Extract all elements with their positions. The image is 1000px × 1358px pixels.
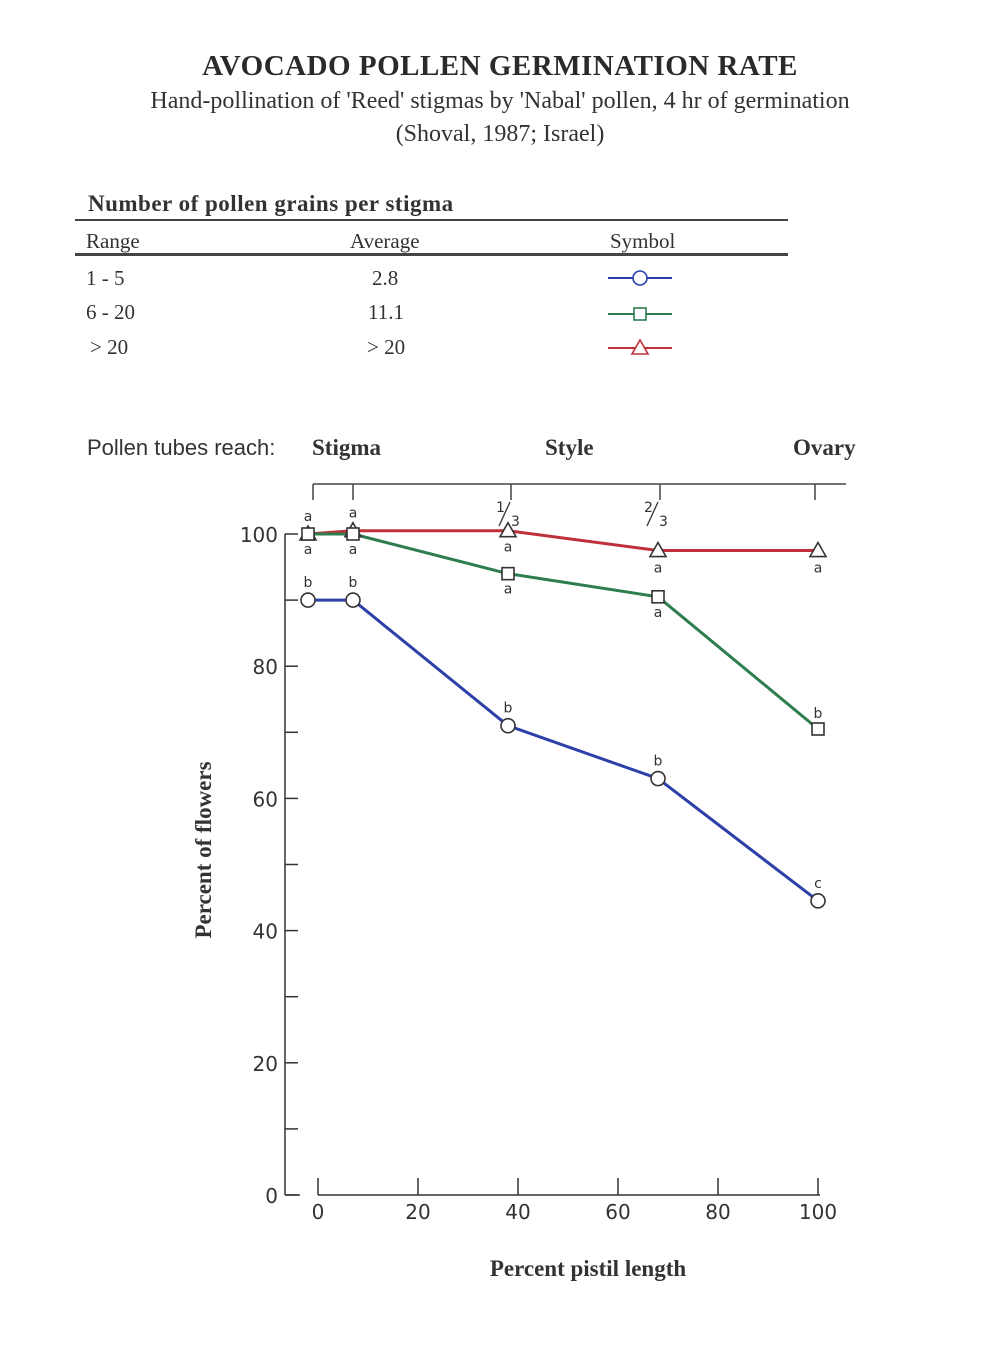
significance-label: c [814,876,822,892]
fraction-denominator: 3 [511,514,520,530]
x-tick-label: 20 [405,1200,430,1224]
significance-label: a [654,561,663,577]
data-point-square [811,722,825,736]
data-point-circle [300,592,316,608]
significance-label: a [349,542,358,558]
row-average: 11.1 [368,300,404,324]
table-header-rule [75,253,788,256]
significance-label: b [349,575,358,591]
fraction-numerator: 2 [644,500,653,516]
legend-circle-icon [632,270,648,286]
x-tick-label: 80 [705,1200,730,1224]
series-line-square [308,532,819,731]
header-symbol: Symbol [610,229,676,253]
row-range: 6 - 20 [86,300,135,324]
fraction-denominator: 3 [659,514,668,530]
data-point-triangle [808,540,828,558]
significance-label: a [504,582,513,598]
data-point-square [501,566,515,581]
legend-symbols [608,270,672,355]
fraction-slash [646,501,659,527]
data-point-square [301,527,315,541]
significance-label: a [349,506,358,522]
y-tick-label: 100 [240,523,278,547]
legend-square-icon [633,307,647,321]
stage-style-label: Style [545,435,594,460]
header-average: Average [350,229,420,253]
data-point-circle [500,717,516,734]
plot-area: a a a a a a a a a b b b b b c [298,506,828,909]
significance-label: b [814,706,823,722]
header-range: Range [86,229,140,253]
chart-source: (Shoval, 1987; Israel) [395,121,605,147]
chart-subtitle: Hand-pollination of 'Reed' stigmas by 'N… [150,88,850,114]
y-tick-label: 0 [265,1184,278,1208]
x-tick-label: 100 [799,1200,837,1224]
stage-ovary-label: Ovary [793,435,856,460]
x-axis-title: Percent pistil length [489,1256,687,1281]
chart-title: AVOCADO POLLEN GERMINATION RATE [202,50,798,82]
row-average: > 20 [367,335,406,359]
y-tick-label: 80 [253,655,278,679]
significance-label: b [654,754,663,770]
row-range: 1 - 5 [86,266,125,290]
row-average: 2.8 [372,266,399,290]
row-range: > 20 [90,335,129,359]
series-line-circle [308,598,819,903]
significance-label: a [504,540,513,556]
y-tick-label: 60 [253,787,278,811]
y-tick-label: 40 [253,920,278,944]
stage-stigma-label: Stigma [312,435,381,460]
data-point-circle [345,592,361,608]
fraction-numerator: 1 [496,500,505,516]
stage-axis-label: Pollen tubes reach: [87,435,276,460]
x-tick-label: 60 [605,1200,630,1224]
table-top-rule [75,219,788,221]
legend-triangle-icon [630,338,650,355]
x-tick-label: 0 [312,1200,325,1224]
significance-label: a [304,542,313,558]
data-point-circle [650,770,666,787]
data-point-square [651,589,665,604]
table-caption: Number of pollen grains per stigma [88,191,454,216]
significance-label: b [304,575,313,591]
x-tick-label: 40 [505,1200,530,1224]
axes: 0 20 40 60 80 100 0 20 40 60 80 100 [240,523,837,1224]
data-point-triangle [648,540,668,558]
fraction-slash [498,501,511,527]
data-point-circle [810,893,826,909]
significance-label: b [504,701,513,717]
significance-label: a [304,509,313,525]
significance-label: a [654,605,663,621]
data-point-triangle [498,521,518,538]
data-point-square [346,527,360,541]
y-tick-label: 20 [253,1052,278,1076]
significance-label: a [814,561,823,577]
